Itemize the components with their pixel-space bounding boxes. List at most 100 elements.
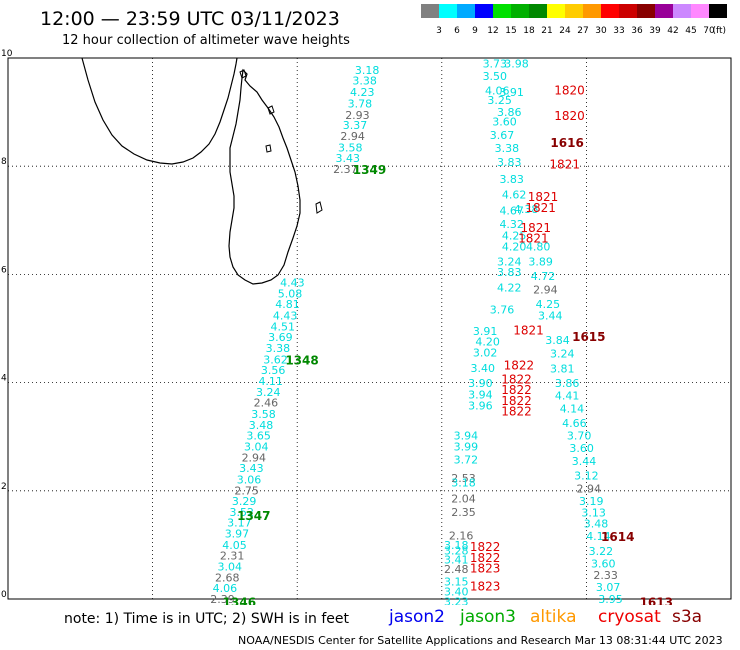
pass-number-label: 1822 [501, 394, 532, 408]
wave-height-reading: 4.23 [350, 86, 375, 99]
sri-lanka-coastline [228, 68, 301, 285]
wave-height-reading: 3.25 [487, 94, 512, 107]
legend-swatch [601, 4, 619, 18]
wave-height-reading: 3.76 [490, 304, 515, 317]
page-subtitle: 12 hour collection of altimeter wave hei… [62, 33, 350, 48]
wave-height-reading: 3.04 [244, 440, 269, 453]
wave-height-reading: 3.97 [225, 528, 250, 541]
wave-height-reading: 3.70 [567, 430, 592, 443]
wave-height-reading: 3.65 [246, 430, 271, 443]
wave-height-reading: 3.84 [545, 334, 570, 347]
wave-height-reading: 3.94 [468, 389, 493, 402]
wave-height-reading: 3.52 [230, 506, 255, 519]
island-3 [265, 144, 272, 153]
wave-height-reading: 4.05 [222, 539, 247, 552]
wave-height-reading: 3.60 [569, 442, 594, 455]
wave-height-reading: 4.32 [499, 218, 524, 231]
wave-height-reading: 2.68 [215, 571, 240, 584]
wave-height-reading: 4.38 [514, 203, 539, 216]
legend-swatch [439, 4, 457, 18]
pass-number-label: 1613 [640, 596, 673, 605]
wave-height-reading: 4.06 [213, 582, 238, 595]
legend-swatch [475, 4, 493, 18]
wave-height-reading: 4.66 [562, 417, 587, 430]
legend-swatch [637, 4, 655, 18]
satellite-jason2-label: jason2 [389, 607, 445, 627]
wave-height-reading: 3.13 [581, 506, 606, 519]
pass-number-label: 1615 [572, 330, 605, 344]
legend-swatch [691, 4, 709, 18]
pass-number-label: 1349 [353, 163, 386, 177]
wave-height-reading: 4.20 [475, 335, 500, 348]
wave-height-reading: 3.89 [528, 255, 553, 268]
wave-height-reading: 3.60 [492, 115, 517, 128]
wave-height-reading: 2.94 [577, 483, 602, 496]
pass-number-label: 1821 [521, 221, 552, 235]
wave-height-reading: 3.22 [589, 545, 614, 558]
wave-height-reading: 3.69 [268, 331, 293, 344]
legend-tick-label: 12 [487, 26, 498, 36]
wave-height-reading: 3.38 [266, 342, 291, 355]
pass-number-label: 1346 [223, 596, 256, 605]
wave-height-reading: 3.90 [468, 377, 493, 390]
pass-number-label: 1820 [554, 83, 585, 97]
pass-number-label: 1822 [501, 372, 532, 386]
y-tick-label: 8 [1, 157, 7, 167]
y-tick-label: 4 [1, 374, 7, 384]
wave-height-reading: 3.58 [251, 408, 276, 421]
wave-height-reading: 4.11 [258, 375, 283, 388]
wave-height-reading: 3.17 [227, 517, 252, 530]
wave-height-reading: 3.62 [263, 353, 288, 366]
wave-height-reading: 4.14 [560, 403, 585, 416]
legend-tick-label: 6 [454, 26, 460, 36]
pass-number-label: 1822 [501, 383, 532, 397]
island-4 [315, 201, 323, 214]
wave-height-reading: 2.93 [345, 109, 370, 122]
wave-height-reading: 3.50 [483, 70, 508, 83]
legend-tick-label: 42 [667, 26, 678, 36]
island-2 [267, 105, 275, 115]
wave-height-reading: 2.48 [444, 563, 469, 576]
pass-number-label: 1820 [554, 109, 585, 123]
wave-height-reading: 3.83 [497, 156, 522, 169]
y-tick-label: 2 [1, 482, 7, 492]
pass-number-label: 1823 [470, 579, 501, 593]
legend-tick-label: 3 [436, 26, 442, 36]
wave-height-reading: 3.73 [483, 57, 508, 70]
wave-height-reading: 4.25 [502, 229, 527, 242]
pass-number-label: 1821 [518, 232, 549, 246]
wave-height-reading: 4.67 [499, 205, 524, 218]
wave-height-reading: 3.40 [471, 362, 496, 375]
satellite-jason3-label: jason3 [460, 607, 516, 627]
pass-number-label: 1821 [549, 157, 580, 171]
wave-height-reading: 4.25 [536, 298, 561, 311]
legend-tick-label: 33 [613, 26, 624, 36]
pass-number-label: 1822 [470, 540, 501, 554]
legend-unit: (ft) [712, 26, 726, 36]
legend-swatch [673, 4, 691, 18]
pass-number-label: 1348 [285, 353, 318, 367]
pass-number-label: 1822 [504, 359, 535, 373]
wave-height-reading: 4.22 [497, 281, 522, 294]
wave-height-reading: 3.43 [336, 152, 361, 165]
wave-height-reading: 4.62 [502, 188, 527, 201]
pass-number-label: 1821 [513, 324, 544, 338]
wave-height-reading: 2.39 [210, 593, 235, 605]
wave-height-reading: 3.96 [468, 399, 493, 412]
wave-height-reading: 2.33 [593, 569, 618, 582]
wave-height-reading: 3.29 [232, 495, 257, 508]
pass-number-label: 1616 [550, 136, 583, 150]
legend-tick-label: 21 [541, 26, 552, 36]
pass-number-label: 1821 [528, 190, 559, 204]
wave-height-reading: 3.06 [237, 473, 262, 486]
satellite-altika-label: altika [530, 607, 577, 627]
legend-tick-label: 39 [649, 26, 661, 36]
legend-tick-label: 18 [523, 26, 535, 36]
wave-height-reading: 2.35 [451, 506, 476, 519]
pass-number-label: 1823 [470, 562, 501, 576]
pass-labels: 1349134813471346182018201616182118211821… [223, 83, 673, 605]
satellite-s3a-label: s3a [672, 607, 703, 627]
wave-height-reading: 4.06 [485, 84, 510, 97]
legend-tick-label: 9 [472, 26, 478, 36]
legend-tick-label: 27 [577, 26, 588, 36]
